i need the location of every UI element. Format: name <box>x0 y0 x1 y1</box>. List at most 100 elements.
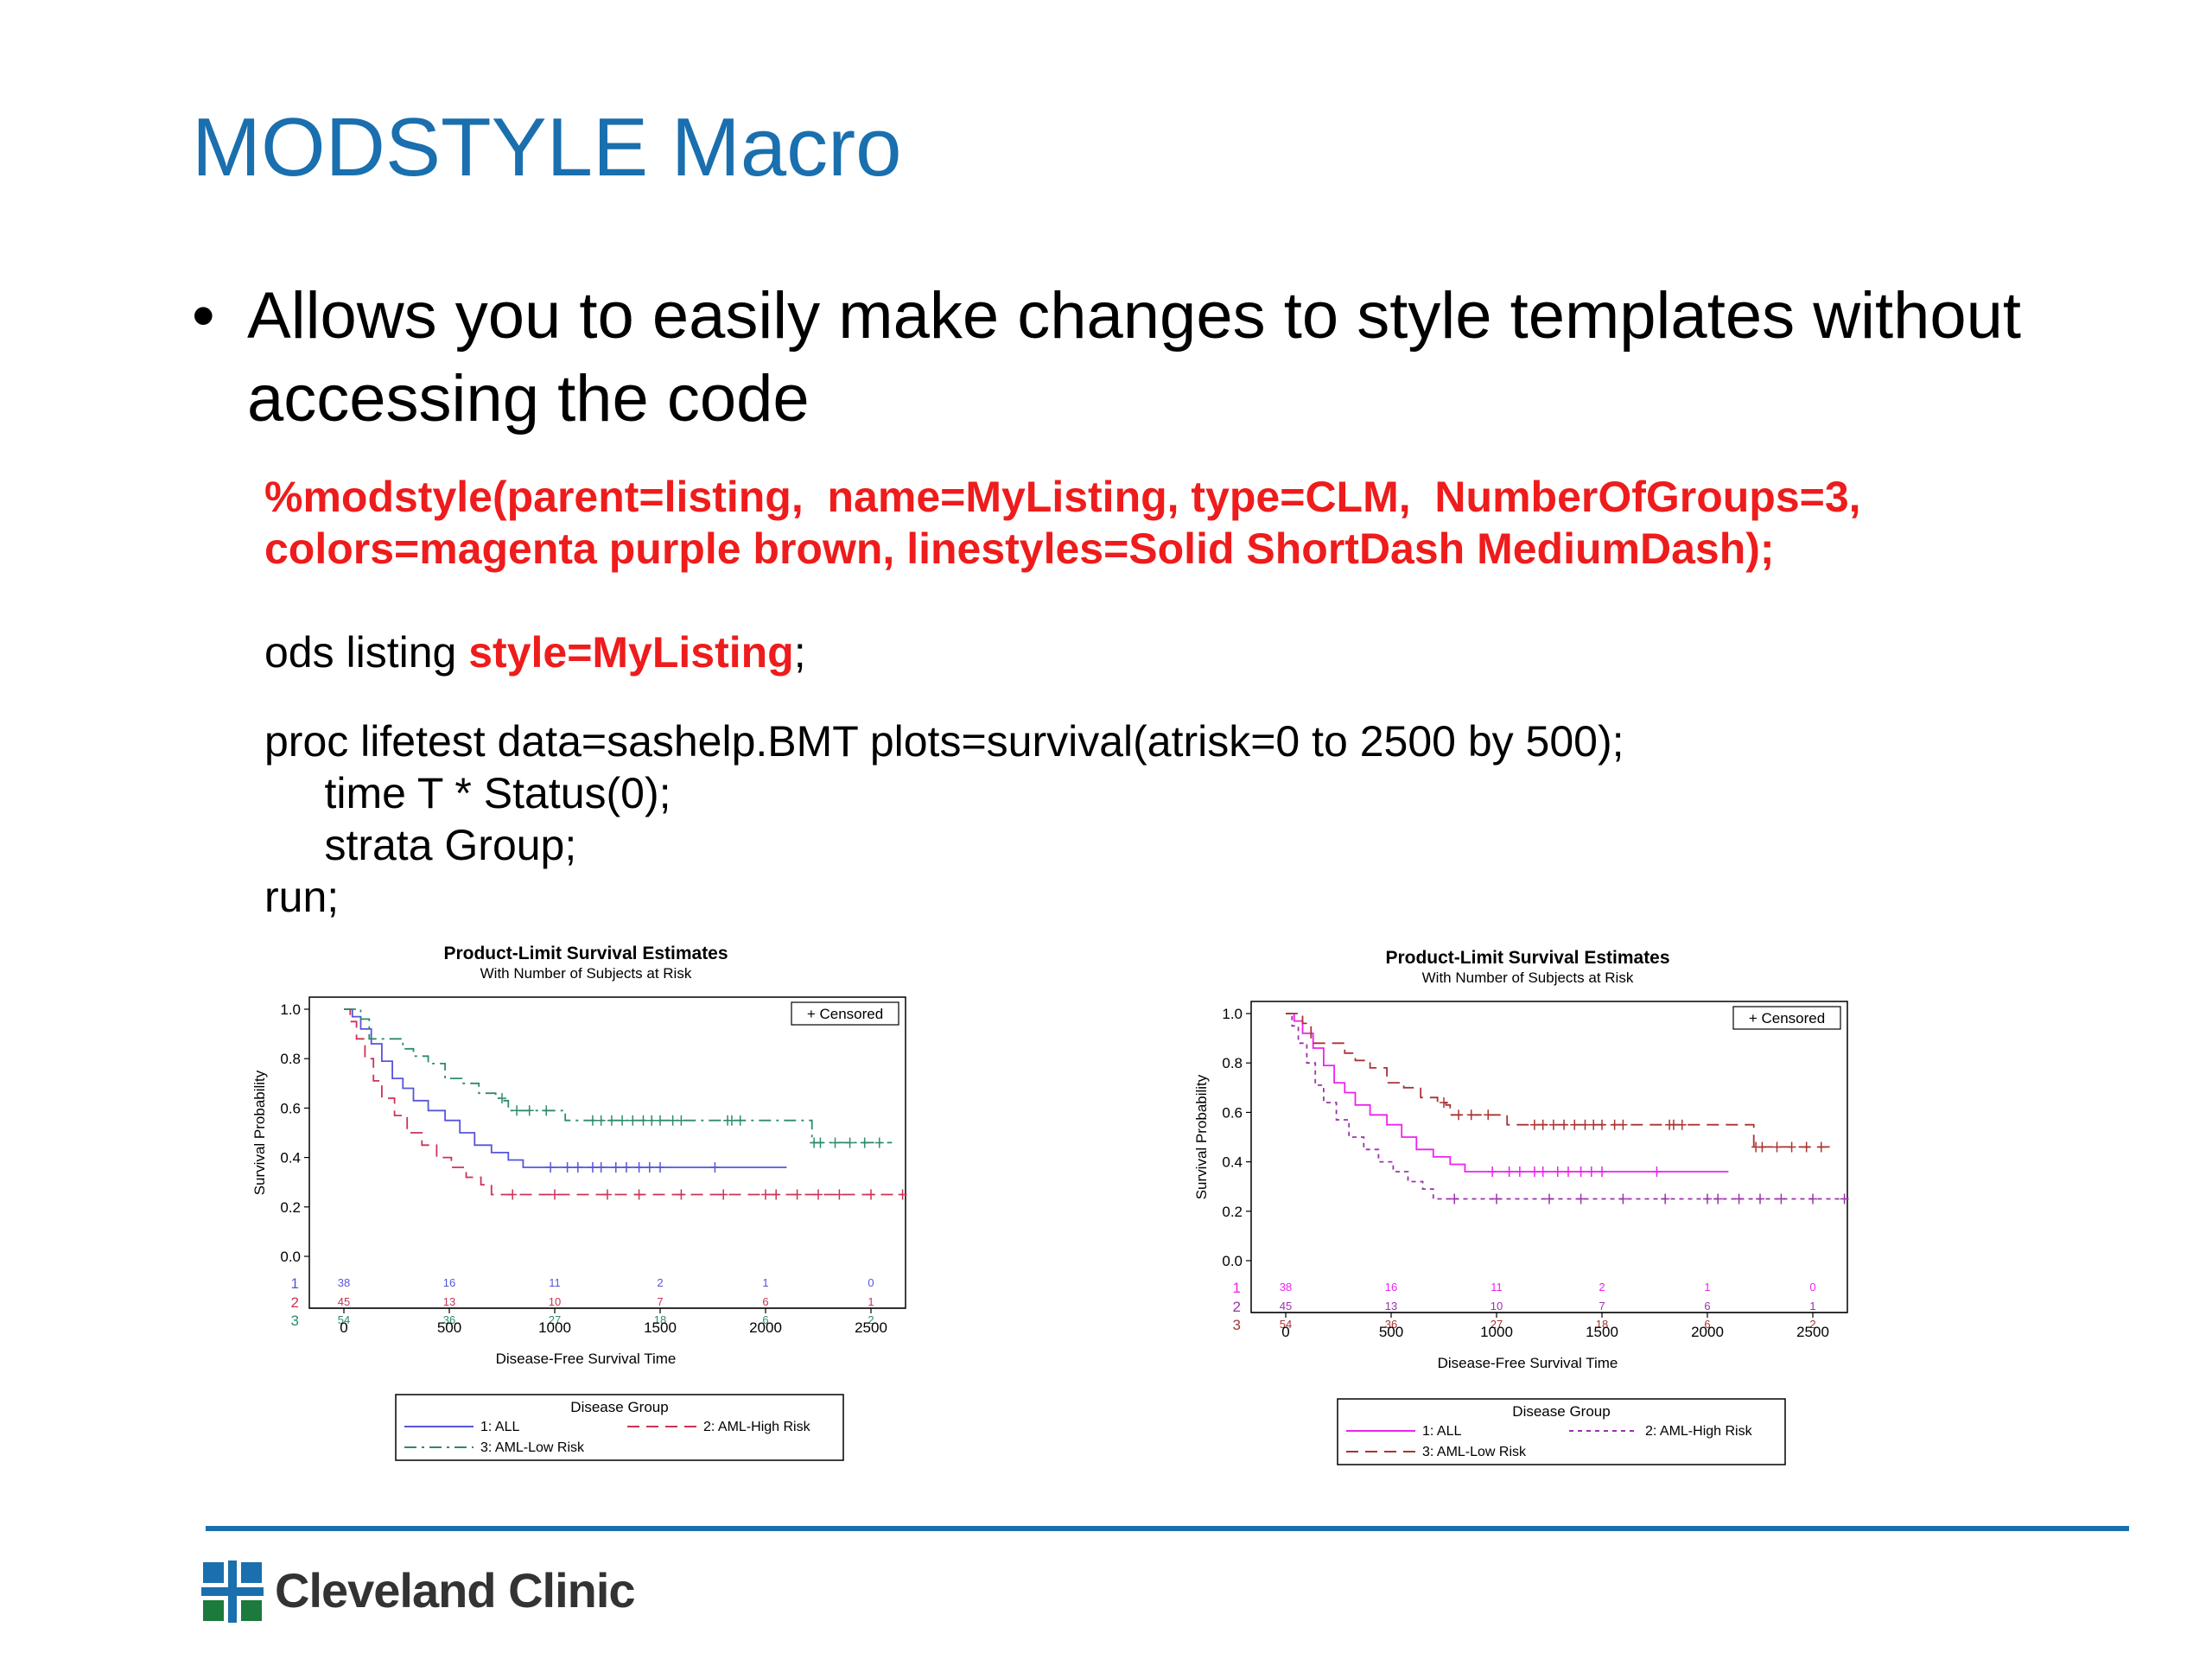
censored-mark <box>621 1162 631 1173</box>
censored-mark <box>603 1189 612 1200</box>
y-tick-label: 0.8 <box>280 1051 301 1067</box>
censored-mark <box>1758 1141 1767 1153</box>
censored-mark <box>1580 1119 1590 1130</box>
censored-mark <box>772 1189 781 1200</box>
censored-mark <box>512 1105 522 1116</box>
at-risk-row-label: 2 <box>1233 1299 1241 1315</box>
y-tick-label: 0.6 <box>280 1100 301 1116</box>
at-risk-count: 7 <box>1599 1300 1605 1313</box>
y-tick-label: 0.0 <box>280 1249 301 1265</box>
censored-mark <box>588 1162 597 1173</box>
at-risk-count: 2 <box>868 1313 874 1326</box>
at-risk-count: 13 <box>443 1295 455 1308</box>
censored-mark <box>1816 1141 1826 1153</box>
at-risk-row-label: 3 <box>291 1313 299 1329</box>
censored-mark <box>845 1137 855 1148</box>
censored-mark <box>508 1189 518 1200</box>
censored-mark <box>1703 1193 1712 1205</box>
censored-mark <box>634 1162 644 1173</box>
bullet-symbol: • <box>192 279 215 353</box>
y-tick-label: 0.2 <box>280 1199 301 1216</box>
bullet-point: • Allows you to easily make changes to s… <box>192 275 2050 441</box>
at-risk-count: 6 <box>1704 1300 1710 1313</box>
proc-lifetest-code: proc lifetest data=sashelp.BMT plots=sur… <box>264 715 1624 923</box>
censored-mark <box>1669 1119 1678 1130</box>
at-risk-count: 36 <box>443 1313 455 1326</box>
ods-listing-code: ods listing style=MyListing; <box>264 626 806 678</box>
censored-mark <box>1529 1166 1539 1178</box>
at-risk-count: 0 <box>1809 1281 1815 1294</box>
censored-mark <box>1492 1193 1501 1205</box>
censored-mark <box>1560 1119 1569 1130</box>
legend-label-2: 2: AML-High Risk <box>703 1420 811 1434</box>
censored-mark <box>588 1115 597 1126</box>
y-tick-label: 0.4 <box>1222 1154 1243 1171</box>
censored-mark <box>830 1137 840 1148</box>
survival-chart-default: Product-Limit Survival Estimates With Num… <box>251 944 907 1461</box>
censored-mark <box>1756 1193 1764 1205</box>
censored-mark <box>668 1115 677 1126</box>
censored-mark <box>1563 1166 1573 1178</box>
censored-mark <box>1618 1193 1628 1205</box>
censored-mark <box>710 1162 720 1173</box>
at-risk-count: 1 <box>1809 1300 1815 1313</box>
at-risk-count: 16 <box>443 1276 455 1289</box>
footer-logo-text: Cleveland Clinic <box>275 1563 636 1618</box>
censored-mark <box>1529 1119 1539 1130</box>
code-line: colors=magenta purple brown, linestyles=… <box>264 524 1775 573</box>
at-risk-count: 10 <box>549 1295 561 1308</box>
code-text: ; <box>793 628 806 677</box>
at-risk-row-label: 1 <box>1233 1280 1241 1296</box>
at-risk-count: 1 <box>762 1276 768 1289</box>
at-risk-count: 11 <box>549 1276 561 1289</box>
at-risk-count: 54 <box>338 1313 350 1326</box>
censored-mark <box>647 1115 657 1126</box>
group-legend-title: Disease Group <box>1512 1403 1610 1420</box>
legend-label-1: 1: ALL <box>480 1420 519 1434</box>
at-risk-count: 18 <box>654 1313 666 1326</box>
censored-mark <box>1548 1119 1558 1130</box>
censored-mark <box>656 1115 664 1126</box>
censored-mark <box>1598 1166 1606 1178</box>
code-line: run; <box>264 873 340 921</box>
footer-divider <box>206 1526 2129 1531</box>
censored-mark <box>1538 1119 1548 1130</box>
at-risk-count: 11 <box>1491 1281 1503 1294</box>
slide-title: MODSTYLE Macro <box>192 101 902 194</box>
at-risk-count: 16 <box>1385 1281 1397 1294</box>
censored-mark <box>498 1092 506 1103</box>
survival-curve-3 <box>1286 1013 1834 1148</box>
censored-mark <box>1610 1119 1619 1130</box>
x-tick-label: 500 <box>1379 1324 1403 1340</box>
at-risk-row-label: 2 <box>291 1294 299 1311</box>
censored-mark <box>1808 1193 1817 1205</box>
censored-mark <box>1772 1141 1782 1153</box>
survival-curve-2 <box>344 1008 903 1196</box>
censored-mark <box>524 1105 534 1116</box>
at-risk-row-label: 3 <box>1233 1317 1241 1333</box>
survival-curve-3 <box>344 1008 893 1144</box>
at-risk-count: 2 <box>1599 1281 1605 1294</box>
censored-mark <box>1598 1119 1606 1130</box>
code-text: ods listing <box>264 628 469 677</box>
at-risk-count: 10 <box>1491 1300 1503 1313</box>
x-tick-label: 1000 <box>1480 1324 1513 1340</box>
x-tick-label: 2000 <box>1691 1324 1724 1340</box>
x-tick-label: 1000 <box>538 1319 571 1336</box>
at-risk-count: 6 <box>1704 1318 1710 1331</box>
censored-mark <box>677 1189 686 1200</box>
censored-mark <box>618 1115 627 1126</box>
censored-mark <box>1450 1193 1459 1205</box>
censored-mark <box>1576 1193 1586 1205</box>
censored-mark <box>1589 1119 1599 1130</box>
at-risk-count: 45 <box>338 1295 350 1308</box>
censored-mark <box>1713 1193 1723 1205</box>
censored-legend-box <box>1732 1006 1841 1030</box>
y-tick-label: 0.4 <box>280 1150 301 1166</box>
y-tick-label: 0.0 <box>1222 1253 1243 1269</box>
x-tick-label: 2500 <box>1796 1324 1829 1340</box>
censored-legend-box <box>791 1001 899 1026</box>
code-line: time T * Status(0); <box>264 769 671 817</box>
censored-mark <box>1576 1166 1586 1178</box>
censored-mark <box>1677 1119 1687 1130</box>
